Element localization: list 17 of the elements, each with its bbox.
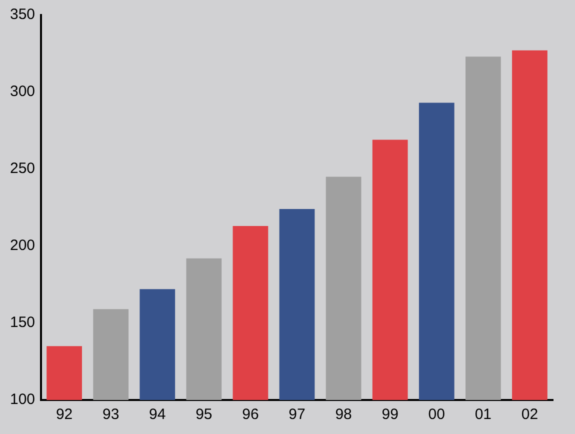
x-tick-label: 98 bbox=[335, 406, 352, 424]
x-tick-label: 01 bbox=[474, 406, 492, 424]
x-tick-label: 93 bbox=[102, 406, 120, 424]
x-tick-label: 97 bbox=[288, 406, 306, 424]
x-tick-label: 92 bbox=[56, 406, 73, 424]
x-tick-label: 00 bbox=[428, 406, 445, 424]
x-tick-label: 94 bbox=[149, 406, 166, 424]
x-tick-label: 96 bbox=[242, 406, 259, 424]
y-tick-label: 350 bbox=[10, 6, 36, 24]
x-tick-label: 02 bbox=[521, 406, 538, 424]
y-tick-label: 150 bbox=[10, 314, 36, 332]
x-tick-label: 95 bbox=[196, 406, 212, 424]
y-tick-label: 300 bbox=[10, 83, 36, 100]
y-tick-label: 250 bbox=[10, 160, 36, 178]
y-tick-label: 100 bbox=[10, 391, 36, 408]
y-tick-label: 200 bbox=[10, 237, 36, 254]
x-tick-label: 99 bbox=[382, 406, 398, 424]
